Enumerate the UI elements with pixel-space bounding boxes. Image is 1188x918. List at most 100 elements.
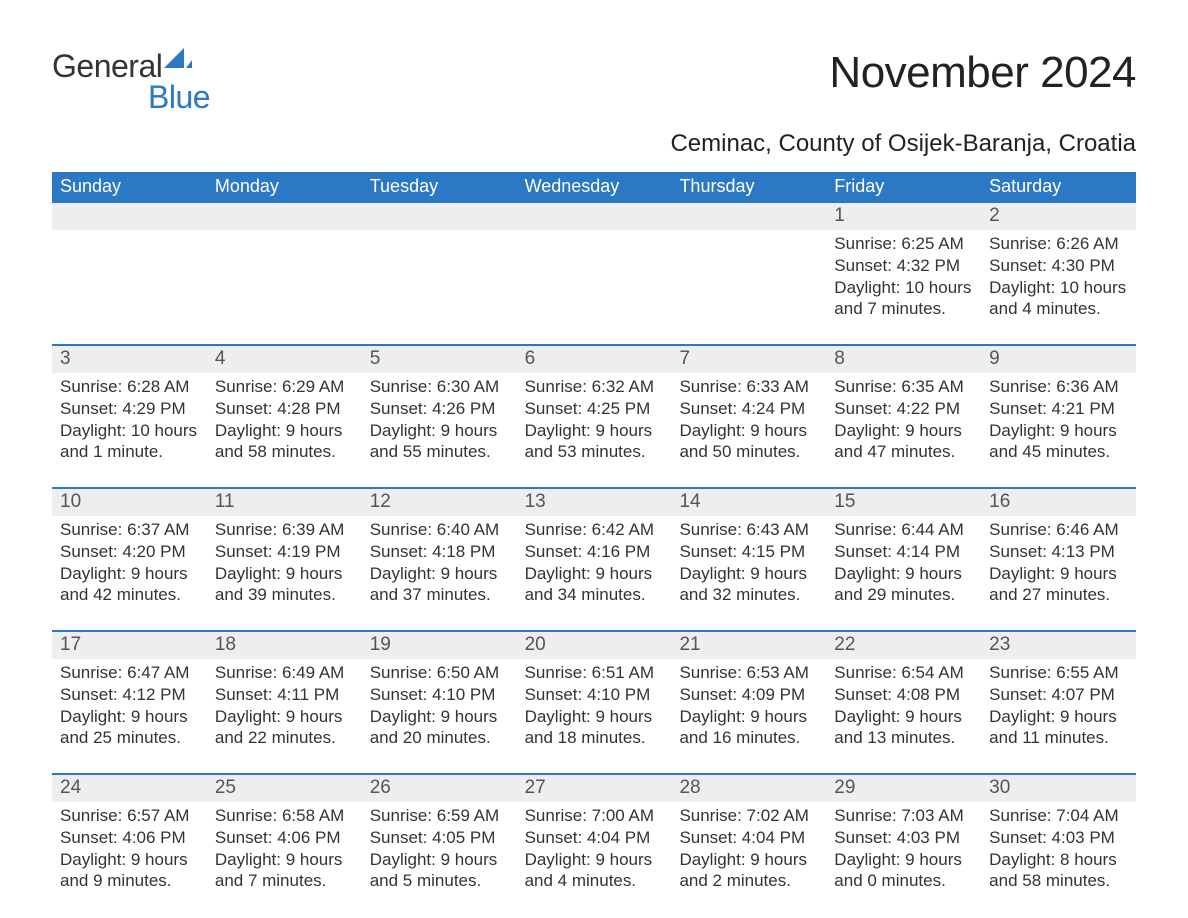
day-details — [671, 230, 826, 320]
day-sunrise: Sunrise: 6:29 AM — [215, 376, 354, 398]
day-daylight1: Daylight: 9 hours — [525, 706, 664, 728]
day-daylight1: Daylight: 9 hours — [834, 563, 973, 585]
day-header-sun: Sunday — [52, 172, 207, 203]
day-details: Sunrise: 7:00 AMSunset: 4:04 PMDaylight:… — [517, 802, 672, 892]
day-daylight1: Daylight: 9 hours — [370, 420, 509, 442]
day-daylight1: Daylight: 9 hours — [60, 706, 199, 728]
day-details: Sunrise: 6:35 AMSunset: 4:22 PMDaylight:… — [826, 373, 981, 463]
day-daylight1: Daylight: 9 hours — [834, 849, 973, 871]
day-details — [207, 230, 362, 320]
month-title: November 2024 — [829, 48, 1136, 98]
day-sunrise: Sunrise: 6:57 AM — [60, 805, 199, 827]
day-details: Sunrise: 6:49 AMSunset: 4:11 PMDaylight:… — [207, 659, 362, 749]
brand-word1: General — [52, 48, 162, 85]
day-daylight1: Daylight: 9 hours — [215, 420, 354, 442]
page: General Blue November 2024 Ceminac, Coun… — [0, 0, 1188, 892]
day-details: Sunrise: 6:28 AMSunset: 4:29 PMDaylight:… — [52, 373, 207, 463]
details-row: Sunrise: 6:57 AMSunset: 4:06 PMDaylight:… — [52, 802, 1136, 892]
day-sunset: Sunset: 4:26 PM — [370, 398, 509, 420]
day-sunset: Sunset: 4:20 PM — [60, 541, 199, 563]
day-sunrise: Sunrise: 6:46 AM — [989, 519, 1128, 541]
day-details: Sunrise: 6:46 AMSunset: 4:13 PMDaylight:… — [981, 516, 1136, 606]
day-details: Sunrise: 6:50 AMSunset: 4:10 PMDaylight:… — [362, 659, 517, 749]
day-number: 27 — [517, 775, 672, 802]
day-sunset: Sunset: 4:11 PM — [215, 684, 354, 706]
day-daylight1: Daylight: 9 hours — [60, 849, 199, 871]
day-daylight2: and 39 minutes. — [215, 584, 354, 606]
day-details: Sunrise: 6:36 AMSunset: 4:21 PMDaylight:… — [981, 373, 1136, 463]
day-number: 17 — [52, 632, 207, 659]
day-daylight1: Daylight: 9 hours — [215, 706, 354, 728]
day-details: Sunrise: 7:04 AMSunset: 4:03 PMDaylight:… — [981, 802, 1136, 892]
day-sunrise: Sunrise: 6:30 AM — [370, 376, 509, 398]
day-sunrise: Sunrise: 6:32 AM — [525, 376, 664, 398]
day-details: Sunrise: 6:59 AMSunset: 4:05 PMDaylight:… — [362, 802, 517, 892]
day-details: Sunrise: 6:47 AMSunset: 4:12 PMDaylight:… — [52, 659, 207, 749]
daynum-row: 24252627282930 — [52, 775, 1136, 802]
day-sunset: Sunset: 4:15 PM — [679, 541, 818, 563]
day-daylight2: and 0 minutes. — [834, 870, 973, 892]
day-daylight1: Daylight: 9 hours — [679, 420, 818, 442]
daynum-row: 17181920212223 — [52, 632, 1136, 659]
day-daylight2: and 1 minute. — [60, 441, 199, 463]
day-sunset: Sunset: 4:12 PM — [60, 684, 199, 706]
day-daylight2: and 9 minutes. — [60, 870, 199, 892]
day-details: Sunrise: 6:55 AMSunset: 4:07 PMDaylight:… — [981, 659, 1136, 749]
day-sunset: Sunset: 4:03 PM — [834, 827, 973, 849]
day-number — [517, 203, 672, 230]
day-number: 6 — [517, 346, 672, 373]
day-details: Sunrise: 6:53 AMSunset: 4:09 PMDaylight:… — [671, 659, 826, 749]
day-sunset: Sunset: 4:07 PM — [989, 684, 1128, 706]
day-sunset: Sunset: 4:16 PM — [525, 541, 664, 563]
day-sunset: Sunset: 4:22 PM — [834, 398, 973, 420]
day-number: 11 — [207, 489, 362, 516]
day-number — [362, 203, 517, 230]
day-number: 30 — [981, 775, 1136, 802]
day-sunrise: Sunrise: 6:36 AM — [989, 376, 1128, 398]
day-details: Sunrise: 6:58 AMSunset: 4:06 PMDaylight:… — [207, 802, 362, 892]
day-sunset: Sunset: 4:25 PM — [525, 398, 664, 420]
day-sunrise: Sunrise: 6:28 AM — [60, 376, 199, 398]
day-details: Sunrise: 6:57 AMSunset: 4:06 PMDaylight:… — [52, 802, 207, 892]
day-sunset: Sunset: 4:24 PM — [679, 398, 818, 420]
day-number: 13 — [517, 489, 672, 516]
day-number: 19 — [362, 632, 517, 659]
day-number: 9 — [981, 346, 1136, 373]
day-sunrise: Sunrise: 6:43 AM — [679, 519, 818, 541]
day-number: 23 — [981, 632, 1136, 659]
day-number: 26 — [362, 775, 517, 802]
day-details: Sunrise: 6:37 AMSunset: 4:20 PMDaylight:… — [52, 516, 207, 606]
day-daylight1: Daylight: 10 hours — [60, 420, 199, 442]
day-details: Sunrise: 6:26 AMSunset: 4:30 PMDaylight:… — [981, 230, 1136, 320]
day-details: Sunrise: 6:43 AMSunset: 4:15 PMDaylight:… — [671, 516, 826, 606]
day-daylight1: Daylight: 10 hours — [834, 277, 973, 299]
day-daylight1: Daylight: 9 hours — [989, 420, 1128, 442]
day-number: 25 — [207, 775, 362, 802]
day-daylight2: and 7 minutes. — [215, 870, 354, 892]
day-sunset: Sunset: 4:05 PM — [370, 827, 509, 849]
day-daylight2: and 47 minutes. — [834, 441, 973, 463]
day-daylight2: and 5 minutes. — [370, 870, 509, 892]
day-sunrise: Sunrise: 7:03 AM — [834, 805, 973, 827]
day-details — [52, 230, 207, 320]
day-sunset: Sunset: 4:30 PM — [989, 255, 1128, 277]
day-number: 14 — [671, 489, 826, 516]
day-daylight2: and 2 minutes. — [679, 870, 818, 892]
details-row: Sunrise: 6:37 AMSunset: 4:20 PMDaylight:… — [52, 516, 1136, 606]
day-number: 20 — [517, 632, 672, 659]
day-number: 28 — [671, 775, 826, 802]
day-number: 5 — [362, 346, 517, 373]
day-daylight1: Daylight: 8 hours — [989, 849, 1128, 871]
day-daylight1: Daylight: 9 hours — [525, 420, 664, 442]
day-daylight1: Daylight: 9 hours — [525, 849, 664, 871]
day-details: Sunrise: 6:39 AMSunset: 4:19 PMDaylight:… — [207, 516, 362, 606]
brand-word2: Blue — [148, 79, 210, 116]
day-sunrise: Sunrise: 6:51 AM — [525, 662, 664, 684]
day-details — [362, 230, 517, 320]
day-header-wed: Wednesday — [517, 172, 672, 203]
day-daylight2: and 20 minutes. — [370, 727, 509, 749]
day-daylight1: Daylight: 9 hours — [370, 706, 509, 728]
day-sunset: Sunset: 4:10 PM — [525, 684, 664, 706]
brand-logo: General Blue — [52, 48, 210, 116]
day-sunrise: Sunrise: 6:44 AM — [834, 519, 973, 541]
